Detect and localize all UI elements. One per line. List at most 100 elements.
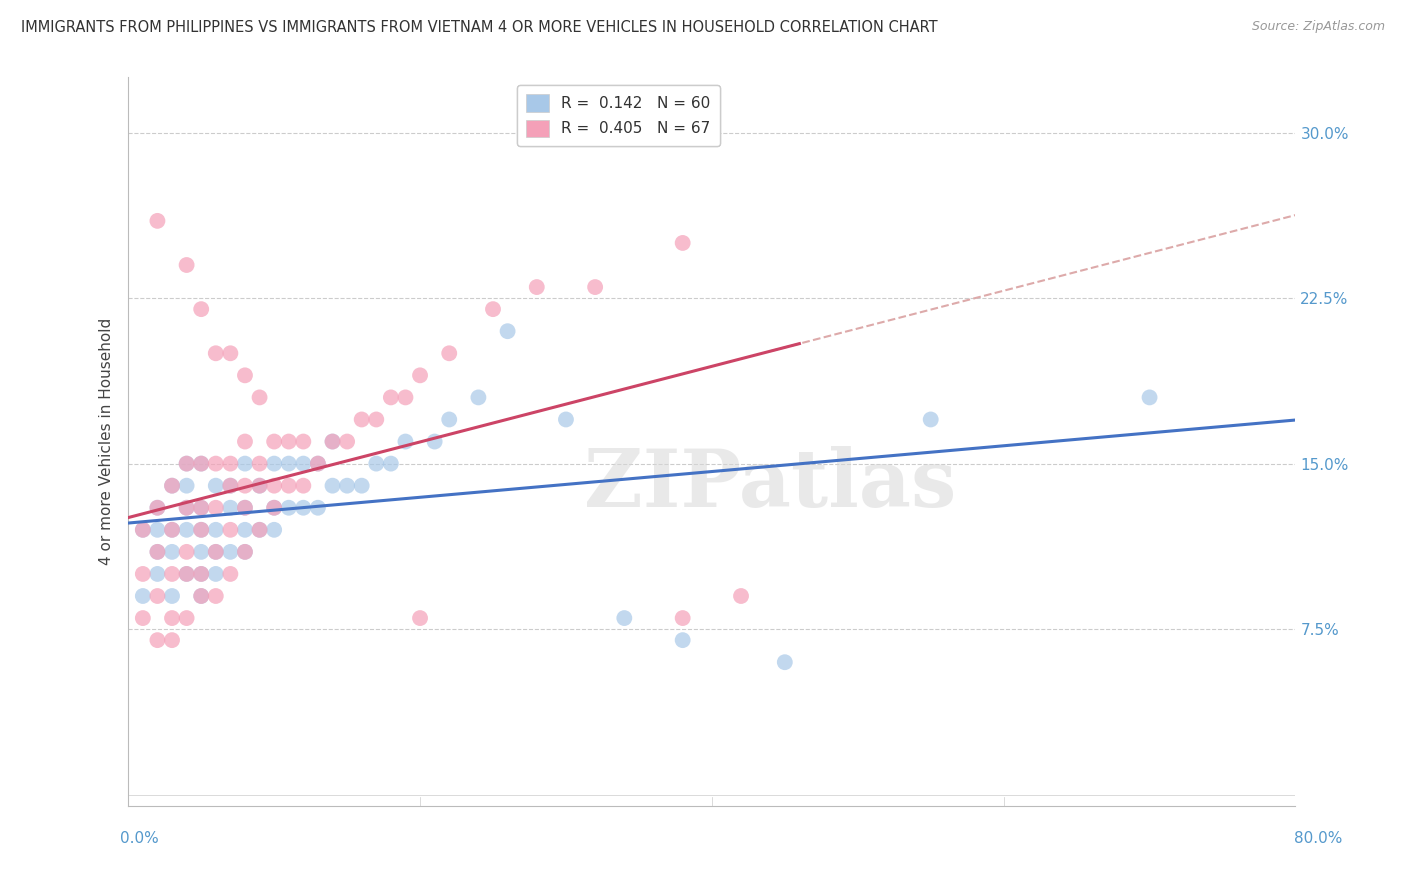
Point xyxy=(204,478,226,492)
Point xyxy=(204,566,226,581)
Point xyxy=(204,346,226,360)
Point xyxy=(773,655,796,669)
Point xyxy=(146,545,169,559)
Point xyxy=(160,545,183,559)
Point xyxy=(176,500,198,515)
Point xyxy=(409,368,432,383)
Point xyxy=(204,545,226,559)
Point xyxy=(204,457,226,471)
Point xyxy=(292,478,315,492)
Point xyxy=(583,280,606,294)
Y-axis label: 4 or more Vehicles in Household: 4 or more Vehicles in Household xyxy=(100,318,114,566)
Point xyxy=(307,500,329,515)
Point xyxy=(190,566,212,581)
Point xyxy=(160,589,183,603)
Point xyxy=(176,500,198,515)
Point xyxy=(439,412,461,426)
Point xyxy=(146,633,169,648)
Point xyxy=(190,457,212,471)
Point xyxy=(160,611,183,625)
Point xyxy=(219,523,242,537)
Point xyxy=(190,302,212,317)
Point xyxy=(132,589,155,603)
Point xyxy=(146,589,169,603)
Point xyxy=(920,412,942,426)
Point xyxy=(190,500,212,515)
Point xyxy=(307,457,329,471)
Point xyxy=(176,457,198,471)
Point xyxy=(263,500,285,515)
Point xyxy=(336,434,359,449)
Point xyxy=(249,478,271,492)
Point xyxy=(219,566,242,581)
Point xyxy=(190,589,212,603)
Point xyxy=(160,633,183,648)
Text: ZIPatlas: ZIPatlas xyxy=(583,446,956,524)
Point xyxy=(350,412,373,426)
Point xyxy=(613,611,636,625)
Point xyxy=(146,566,169,581)
Text: Source: ZipAtlas.com: Source: ZipAtlas.com xyxy=(1251,20,1385,33)
Text: IMMIGRANTS FROM PHILIPPINES VS IMMIGRANTS FROM VIETNAM 4 OR MORE VEHICLES IN HOU: IMMIGRANTS FROM PHILIPPINES VS IMMIGRANT… xyxy=(21,20,938,35)
Point xyxy=(1139,391,1161,405)
Point xyxy=(233,368,256,383)
Point xyxy=(160,566,183,581)
Point xyxy=(146,545,169,559)
Point xyxy=(394,391,416,405)
Point xyxy=(219,346,242,360)
Point xyxy=(219,545,242,559)
Point xyxy=(233,500,256,515)
Legend: R =  0.142   N = 60, R =  0.405   N = 67: R = 0.142 N = 60, R = 0.405 N = 67 xyxy=(517,85,720,146)
Point xyxy=(263,478,285,492)
Point xyxy=(249,457,271,471)
Point xyxy=(263,434,285,449)
Point xyxy=(160,478,183,492)
Point xyxy=(132,611,155,625)
Point xyxy=(292,434,315,449)
Point xyxy=(204,545,226,559)
Point xyxy=(160,523,183,537)
Point xyxy=(176,611,198,625)
Point xyxy=(160,523,183,537)
Point xyxy=(219,500,242,515)
Point xyxy=(394,434,416,449)
Point xyxy=(190,545,212,559)
Point xyxy=(219,478,242,492)
Point xyxy=(233,545,256,559)
Point xyxy=(380,391,402,405)
Point xyxy=(321,434,343,449)
Point xyxy=(190,523,212,537)
Point xyxy=(132,523,155,537)
Point xyxy=(146,214,169,228)
Point xyxy=(672,235,695,250)
Point xyxy=(176,457,198,471)
Point xyxy=(277,457,299,471)
Point xyxy=(233,500,256,515)
Point xyxy=(482,302,505,317)
Point xyxy=(672,633,695,648)
Point xyxy=(730,589,752,603)
Point xyxy=(249,523,271,537)
Point xyxy=(496,324,519,338)
Point xyxy=(233,478,256,492)
Point xyxy=(380,457,402,471)
Point xyxy=(249,391,271,405)
Point xyxy=(277,434,299,449)
Point xyxy=(233,523,256,537)
Point xyxy=(233,545,256,559)
Point xyxy=(190,500,212,515)
Text: 0.0%: 0.0% xyxy=(120,831,159,847)
Point xyxy=(263,523,285,537)
Point xyxy=(204,523,226,537)
Point xyxy=(176,258,198,272)
Point xyxy=(409,611,432,625)
Point xyxy=(132,566,155,581)
Point xyxy=(423,434,446,449)
Point xyxy=(263,457,285,471)
Point xyxy=(307,457,329,471)
Point xyxy=(555,412,578,426)
Point xyxy=(233,434,256,449)
Point xyxy=(526,280,548,294)
Point xyxy=(467,391,489,405)
Point xyxy=(176,523,198,537)
